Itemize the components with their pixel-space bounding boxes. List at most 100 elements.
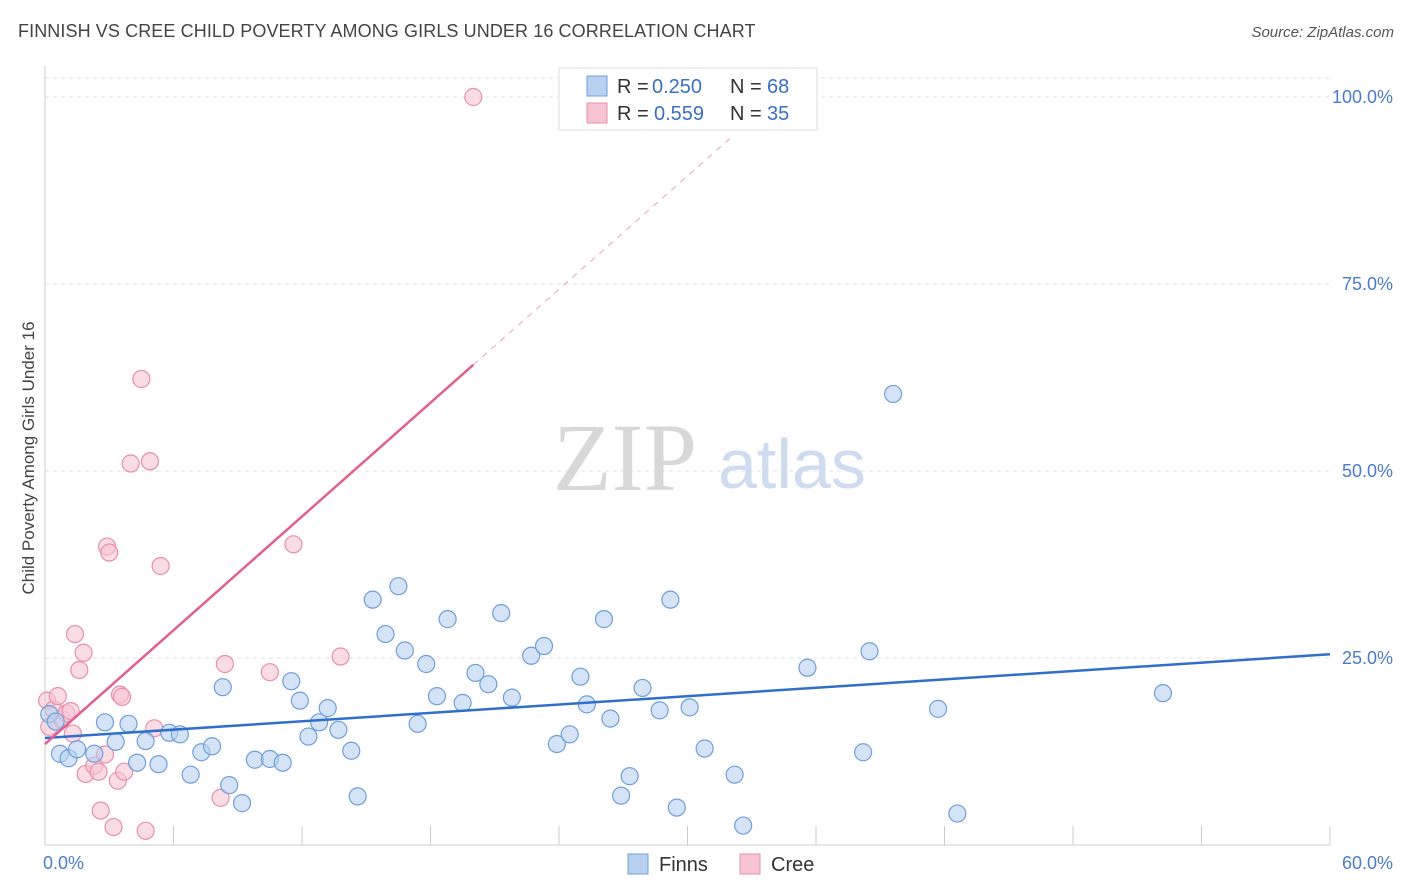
- cree-point-17: [100, 543, 119, 562]
- finns-point-33: [389, 577, 408, 596]
- finns-point-42: [492, 604, 511, 623]
- x-tick-labels: 0.0% 60.0%: [43, 853, 1393, 873]
- finns-point-4: [68, 740, 87, 759]
- finns-point-17: [213, 678, 232, 697]
- finns-point-26: [310, 713, 329, 732]
- finns-point-7: [106, 732, 125, 751]
- cree-point-34: [464, 87, 483, 107]
- y-tick-label-3: 100.0%: [1332, 87, 1393, 107]
- finns-point-37: [427, 687, 447, 706]
- y-tick-label-1: 50.0%: [1342, 461, 1393, 481]
- cree-point-9: [70, 660, 89, 680]
- finns-point-28: [329, 720, 348, 739]
- finns-point-6: [95, 713, 115, 732]
- cree-point-8: [65, 624, 85, 644]
- cree-point-28: [151, 556, 170, 576]
- finns-point-43: [502, 688, 521, 707]
- legend-cree-r-label: R =: [617, 103, 649, 125]
- cree-point-10: [74, 643, 93, 662]
- finns-point-22: [273, 753, 292, 772]
- finns-point-35: [408, 714, 427, 733]
- trend-lines: [44, 137, 1331, 745]
- legend-cree-r-value: 0.559: [654, 103, 704, 125]
- finns-point-36: [417, 654, 436, 674]
- finns-point-56: [661, 590, 680, 609]
- finns-point-50: [594, 610, 614, 629]
- x-tick-label-1: 60.0%: [1342, 853, 1393, 873]
- cree-trend-line: [44, 363, 475, 745]
- cree-point-29: [211, 788, 230, 807]
- chart-source: Source: ZipAtlas.com: [1251, 24, 1394, 41]
- cree-point-26: [140, 452, 160, 471]
- gridlines: [45, 77, 1330, 659]
- finns-point-52: [612, 786, 631, 805]
- watermark-atlas: atlas: [718, 425, 866, 503]
- finns-point-32: [376, 624, 395, 644]
- finns-point-44: [522, 646, 541, 665]
- finns-point-54: [633, 678, 652, 698]
- finns-point-65: [883, 384, 903, 404]
- y-tick-label-2: 75.0%: [1342, 274, 1393, 294]
- finns-trend-line: [44, 653, 1331, 740]
- finns-point-38: [438, 610, 457, 629]
- finns-point-57: [667, 798, 686, 817]
- legend-finns-r-label: R =: [617, 76, 649, 98]
- cree-point-30: [215, 654, 234, 674]
- finns-point-41: [479, 675, 498, 694]
- finns-point-49: [577, 695, 596, 714]
- finns-point-30: [348, 787, 367, 806]
- finns-point-45: [534, 636, 554, 656]
- finns-point-63: [854, 743, 873, 762]
- cree-point-18: [104, 817, 123, 837]
- finns-point-10: [136, 731, 155, 751]
- legend-cree-n-label: N =: [730, 103, 762, 125]
- finns-point-39: [453, 693, 472, 712]
- legend-finns-r-value: 0.250: [652, 76, 702, 98]
- finns-point-19: [232, 794, 252, 813]
- finns-point-9: [127, 753, 147, 772]
- legend-cree-n-value: 35: [767, 103, 789, 125]
- cree-point-22: [115, 762, 134, 781]
- y-tick-label-0: 25.0%: [1342, 648, 1393, 668]
- finns-point-14: [181, 765, 200, 784]
- finns-point-11: [149, 755, 168, 774]
- finns-point-8: [119, 714, 138, 733]
- cree-point-24: [132, 369, 151, 389]
- finns-point-34: [395, 641, 414, 660]
- cree-point-25: [136, 821, 155, 840]
- finns-point-31: [363, 590, 382, 609]
- finns-point-68: [1153, 684, 1173, 703]
- finns-point-1: [46, 712, 65, 731]
- finns-point-64: [860, 642, 879, 661]
- legend-cree-swatch: [586, 102, 608, 124]
- x-tick-label-0: 0.0%: [43, 853, 84, 873]
- cree-point-14: [91, 801, 110, 820]
- finns-point-51: [601, 709, 620, 728]
- legend-series: Finns Cree: [627, 853, 814, 876]
- watermark: ZIP atlas: [553, 404, 866, 511]
- chart-title: FINNISH VS CREE CHILD POVERTY AMONG GIRL…: [18, 21, 756, 41]
- finns-point-23: [282, 672, 301, 691]
- cree-point-23: [121, 454, 140, 473]
- cree-trend-extension: [473, 137, 731, 366]
- cree-point-33: [331, 647, 350, 666]
- cree-point-13: [89, 762, 108, 781]
- watermark-zip: ZIP: [553, 404, 697, 511]
- finns-point-60: [725, 765, 744, 784]
- finns-point-47: [560, 725, 579, 744]
- finns-point-29: [342, 741, 361, 760]
- legend-bottom-finns-swatch: [627, 853, 649, 875]
- legend-bottom-finns-label: Finns: [659, 854, 708, 876]
- y-tick-labels: 25.0% 50.0% 75.0% 100.0%: [1332, 87, 1393, 668]
- finns-point-40: [466, 663, 485, 683]
- cree-point-3: [48, 687, 67, 706]
- finns-point-25: [299, 727, 318, 746]
- finns-points: [40, 384, 1173, 835]
- legend-bottom-cree-swatch: [739, 853, 761, 875]
- finns-point-27: [318, 699, 337, 718]
- finns-point-46: [547, 734, 566, 754]
- cree-point-21: [112, 687, 132, 706]
- finns-point-66: [928, 699, 948, 718]
- legend-finns-swatch: [586, 75, 608, 97]
